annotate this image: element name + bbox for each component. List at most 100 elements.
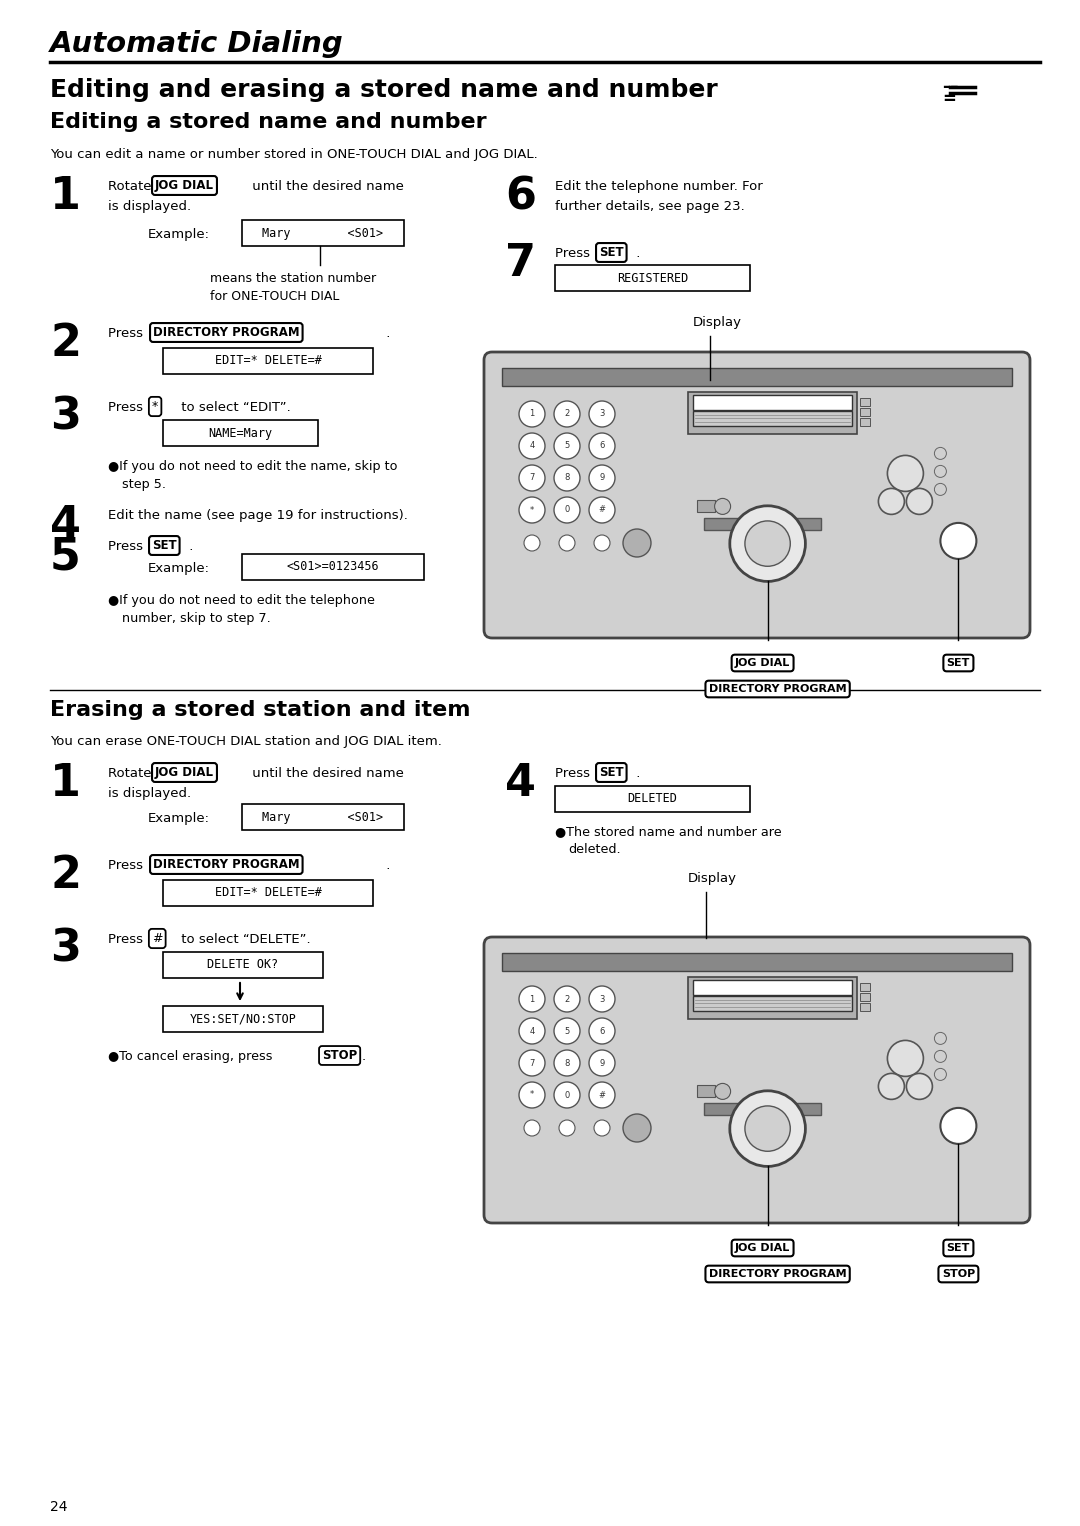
Text: Rotate: Rotate xyxy=(108,180,156,192)
Circle shape xyxy=(554,986,580,1012)
Circle shape xyxy=(934,484,946,496)
Text: <S01>=0123456: <S01>=0123456 xyxy=(286,560,379,574)
Text: until the desired name: until the desired name xyxy=(248,180,404,192)
Circle shape xyxy=(941,523,976,559)
Text: STOP: STOP xyxy=(322,1048,357,1062)
Circle shape xyxy=(559,1120,575,1135)
Circle shape xyxy=(589,1050,615,1076)
Bar xyxy=(242,220,404,246)
Bar xyxy=(242,554,424,580)
Text: further details, see page 23.: further details, see page 23. xyxy=(555,200,745,214)
Bar xyxy=(861,993,870,1001)
Text: You can erase ONE-TOUCH DIAL station and JOG DIAL item.: You can erase ONE-TOUCH DIAL station and… xyxy=(50,736,442,748)
Text: is displayed.: is displayed. xyxy=(108,200,191,214)
Circle shape xyxy=(519,1082,545,1108)
Text: .: . xyxy=(632,247,640,259)
Text: JOG DIAL: JOG DIAL xyxy=(735,658,791,668)
Circle shape xyxy=(554,465,580,491)
Text: Display: Display xyxy=(688,871,737,885)
Text: 6: 6 xyxy=(505,175,536,218)
Text: Press: Press xyxy=(108,540,147,552)
Bar xyxy=(693,996,852,1010)
Text: Press: Press xyxy=(108,401,147,414)
Circle shape xyxy=(554,1082,580,1108)
Text: 4: 4 xyxy=(529,441,535,450)
Text: 2: 2 xyxy=(565,409,569,418)
Text: means the station number: means the station number xyxy=(210,272,376,285)
Circle shape xyxy=(730,1091,806,1166)
Text: *: * xyxy=(530,1091,535,1100)
Circle shape xyxy=(878,1073,904,1099)
Text: Example:: Example: xyxy=(148,812,210,826)
Text: 7: 7 xyxy=(505,243,536,285)
Circle shape xyxy=(519,465,545,491)
Text: 2: 2 xyxy=(50,855,81,897)
Text: for ONE-TOUCH DIAL: for ONE-TOUCH DIAL xyxy=(210,290,339,304)
Circle shape xyxy=(745,520,791,566)
Text: SET: SET xyxy=(152,539,177,552)
Circle shape xyxy=(589,433,615,459)
Text: Rotate: Rotate xyxy=(108,768,156,780)
Bar xyxy=(861,407,870,417)
Text: EDIT=* DELETE=#: EDIT=* DELETE=# xyxy=(215,887,322,899)
Circle shape xyxy=(554,1018,580,1044)
Text: 1: 1 xyxy=(529,409,535,418)
Text: Automatic Dialing: Automatic Dialing xyxy=(50,31,343,58)
Text: 6: 6 xyxy=(599,1027,605,1036)
Bar xyxy=(163,420,318,446)
Bar xyxy=(502,954,1012,971)
Text: REGISTERED: REGISTERED xyxy=(617,272,688,284)
Text: Erasing a stored station and item: Erasing a stored station and item xyxy=(50,700,471,720)
Text: #: # xyxy=(598,1091,606,1100)
Text: to select “DELETE”.: to select “DELETE”. xyxy=(177,932,311,946)
Bar xyxy=(704,519,821,531)
Text: .: . xyxy=(632,768,640,780)
Text: number, skip to step 7.: number, skip to step 7. xyxy=(122,612,271,626)
Text: .: . xyxy=(382,327,390,340)
Text: =: = xyxy=(942,90,956,108)
Circle shape xyxy=(589,401,615,427)
Text: Display: Display xyxy=(693,316,742,330)
Circle shape xyxy=(524,1120,540,1135)
Circle shape xyxy=(589,465,615,491)
Text: DIRECTORY PROGRAM: DIRECTORY PROGRAM xyxy=(708,684,847,694)
Text: JOG DIAL: JOG DIAL xyxy=(735,1244,791,1253)
Bar xyxy=(163,348,373,374)
Text: 4: 4 xyxy=(505,761,536,806)
FancyBboxPatch shape xyxy=(484,937,1030,1222)
Bar xyxy=(861,398,870,406)
Bar xyxy=(693,395,852,409)
Text: 5: 5 xyxy=(565,441,569,450)
Text: 2: 2 xyxy=(565,995,569,1004)
Circle shape xyxy=(934,1068,946,1080)
Circle shape xyxy=(934,1033,946,1044)
Text: #: # xyxy=(152,932,162,945)
Text: Mary        <S01>: Mary <S01> xyxy=(262,226,383,240)
Text: 5: 5 xyxy=(50,536,81,578)
Text: DELETED: DELETED xyxy=(627,792,677,806)
Circle shape xyxy=(519,1018,545,1044)
Text: *: * xyxy=(152,400,159,414)
Text: 9: 9 xyxy=(599,473,605,482)
Text: YES:SET/NO:STOP: YES:SET/NO:STOP xyxy=(190,1012,296,1025)
Circle shape xyxy=(878,488,904,514)
Text: JOG DIAL: JOG DIAL xyxy=(156,766,214,778)
Circle shape xyxy=(524,536,540,551)
Text: Press: Press xyxy=(108,327,147,340)
Text: 0: 0 xyxy=(565,505,569,514)
Bar xyxy=(555,786,750,812)
Circle shape xyxy=(941,1108,976,1144)
Text: JOG DIAL: JOG DIAL xyxy=(156,179,214,192)
Text: SET: SET xyxy=(599,766,623,778)
Bar xyxy=(704,1103,821,1116)
Text: 8: 8 xyxy=(565,473,569,482)
Bar xyxy=(163,1006,323,1032)
Circle shape xyxy=(554,497,580,523)
Text: You can edit a name or number stored in ONE-TOUCH DIAL and JOG DIAL.: You can edit a name or number stored in … xyxy=(50,148,538,162)
Circle shape xyxy=(906,488,932,514)
Text: Mary        <S01>: Mary <S01> xyxy=(262,810,383,824)
Bar xyxy=(163,881,373,906)
Circle shape xyxy=(730,505,806,581)
Circle shape xyxy=(559,536,575,551)
Circle shape xyxy=(594,536,610,551)
